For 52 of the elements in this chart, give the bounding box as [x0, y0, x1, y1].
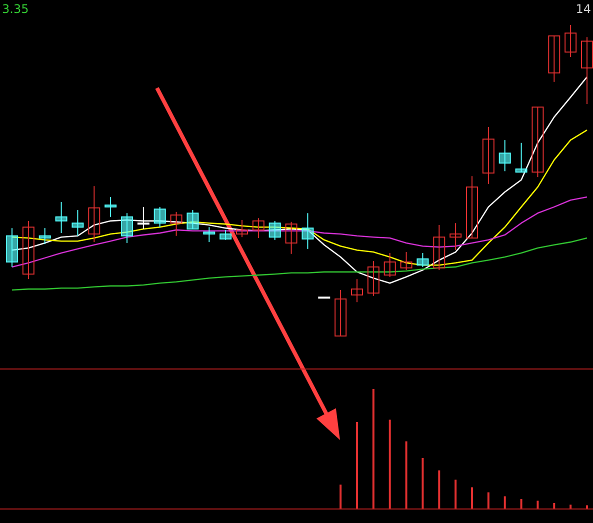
bar [487, 492, 490, 509]
bar [471, 487, 473, 509]
candlestick [416, 252, 429, 268]
candlestick [302, 212, 314, 250]
candlestick [564, 24, 577, 58]
candlestick [55, 201, 68, 234]
candlestick [236, 219, 248, 238]
candlestick [22, 220, 34, 280]
candlestick [285, 221, 298, 254]
candlestick [104, 196, 117, 218]
candlestick [532, 106, 544, 178]
candlestick [334, 289, 347, 336]
candlestick [515, 142, 528, 173]
candlestick [121, 212, 133, 244]
bar [454, 480, 457, 509]
candlestick [384, 252, 396, 278]
candlestick [6, 228, 18, 268]
bar [504, 496, 506, 509]
bar [553, 503, 556, 509]
text: 3.35 [2, 2, 29, 16]
candlestick [203, 226, 216, 243]
candlestick [450, 222, 462, 250]
bar [340, 484, 342, 509]
candlestick [38, 228, 51, 244]
candlestick [252, 218, 264, 239]
candlestick [581, 36, 593, 104]
text: 14 [576, 2, 591, 16]
bar [388, 420, 391, 509]
candlestick [466, 176, 478, 239]
candlestick [367, 260, 380, 296]
candlestick [498, 140, 511, 172]
candlestick [186, 210, 199, 230]
candlestick [170, 211, 182, 236]
bar [536, 500, 539, 509]
candlestick [548, 35, 560, 82]
candlestick [88, 186, 100, 243]
bar [438, 470, 440, 509]
bar [372, 389, 374, 509]
bar [520, 499, 522, 509]
candlestick [268, 220, 281, 240]
bar [422, 458, 424, 509]
candlestick [482, 126, 494, 184]
candlestick [137, 206, 150, 230]
bar [356, 422, 358, 509]
candlestick [72, 210, 84, 236]
candlestick [400, 252, 412, 271]
candlestick [154, 206, 166, 228]
candlestick [351, 278, 363, 303]
bar [570, 504, 572, 509]
candlestick [433, 224, 446, 271]
bar [405, 441, 408, 509]
candlestick [220, 229, 232, 240]
